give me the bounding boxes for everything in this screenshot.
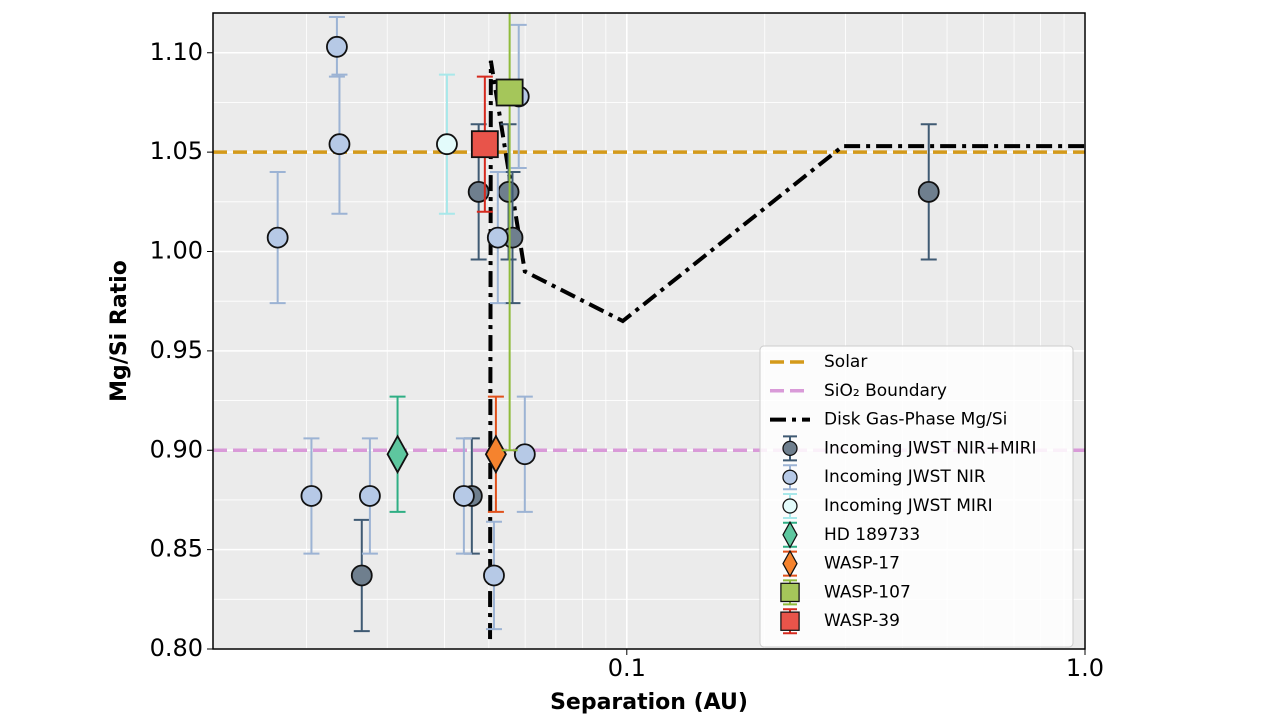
legend-label: SiO₂ Boundary (824, 381, 947, 401)
y-tick-label: 1.05 (150, 137, 203, 165)
point (266, 226, 289, 249)
legend-box (759, 345, 1074, 648)
legend-label: WASP-39 (824, 611, 900, 631)
point (497, 180, 520, 203)
point (350, 564, 373, 587)
y-tick-label: 1.00 (150, 237, 203, 265)
legend-swatch (782, 520, 798, 549)
y-tick-label: 0.80 (150, 634, 203, 662)
legend-label: Solar (824, 352, 867, 372)
point (326, 35, 348, 58)
y-tick-label: 1.10 (150, 38, 203, 66)
y-tick-label: 0.95 (150, 336, 203, 364)
legend-label: HD 189733 (824, 525, 920, 545)
y-tick-label: 0.85 (150, 535, 203, 563)
point (300, 485, 323, 507)
legend-label: WASP-107 (824, 582, 911, 602)
point (495, 78, 524, 107)
point (486, 226, 509, 249)
legend-swatch (782, 440, 798, 457)
point (917, 180, 940, 203)
y-axis-label: Mg/Si Ratio (107, 260, 132, 402)
legend-swatch (782, 498, 798, 514)
point (470, 130, 499, 159)
legend-label: Incoming JWST NIR (824, 467, 986, 487)
legend-swatch (782, 469, 798, 485)
point (484, 434, 507, 475)
point (513, 443, 536, 466)
x-axis-label: Separation (AU) (550, 690, 748, 715)
plot-frame (212, 12, 1086, 650)
legend-swatch (780, 582, 800, 603)
point (328, 133, 351, 156)
point (467, 180, 490, 203)
legend-label: Incoming JWST NIR+MIRI (824, 438, 1036, 458)
legend-label: WASP-17 (824, 554, 900, 574)
point (436, 133, 458, 156)
legend-swatch (780, 611, 800, 631)
legend-label: Incoming JWST MIRI (824, 496, 993, 516)
y-tick-label: 0.90 (150, 435, 203, 463)
x-tick-label: 0.1 (608, 654, 646, 682)
legend-swatch (782, 549, 798, 578)
point (452, 485, 475, 507)
point (483, 564, 505, 587)
x-tick-label: 1.0 (1066, 654, 1104, 682)
point (358, 485, 381, 507)
legend-label: Disk Gas-Phase Mg/Si (824, 410, 1007, 430)
point (386, 434, 409, 475)
